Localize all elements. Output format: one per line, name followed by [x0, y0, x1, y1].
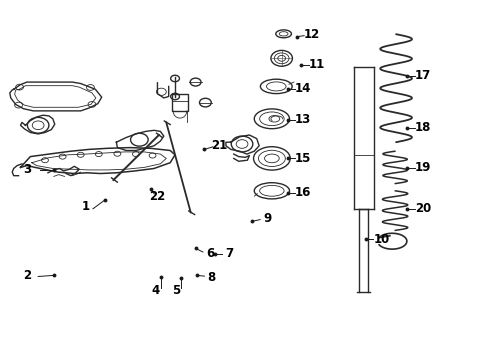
Text: 22: 22 [149, 190, 165, 203]
Text: 1: 1 [81, 201, 89, 213]
Text: 13: 13 [294, 113, 311, 126]
Text: 20: 20 [414, 202, 430, 215]
Text: 12: 12 [303, 28, 319, 41]
Text: 9: 9 [264, 212, 271, 225]
Text: 3: 3 [23, 163, 31, 176]
Text: 11: 11 [308, 58, 325, 71]
Text: 15: 15 [294, 152, 311, 165]
Text: 19: 19 [414, 161, 430, 174]
Text: 5: 5 [172, 284, 180, 297]
Text: 8: 8 [207, 271, 215, 284]
Text: 14: 14 [294, 82, 311, 95]
Text: 4: 4 [151, 284, 159, 297]
Text: 21: 21 [210, 139, 227, 152]
Text: 6: 6 [206, 247, 214, 260]
Text: 10: 10 [372, 233, 389, 246]
Text: 17: 17 [414, 69, 430, 82]
Text: 18: 18 [414, 121, 430, 134]
Text: 2: 2 [23, 269, 31, 282]
Text: 7: 7 [224, 247, 232, 260]
Text: 16: 16 [294, 186, 311, 199]
